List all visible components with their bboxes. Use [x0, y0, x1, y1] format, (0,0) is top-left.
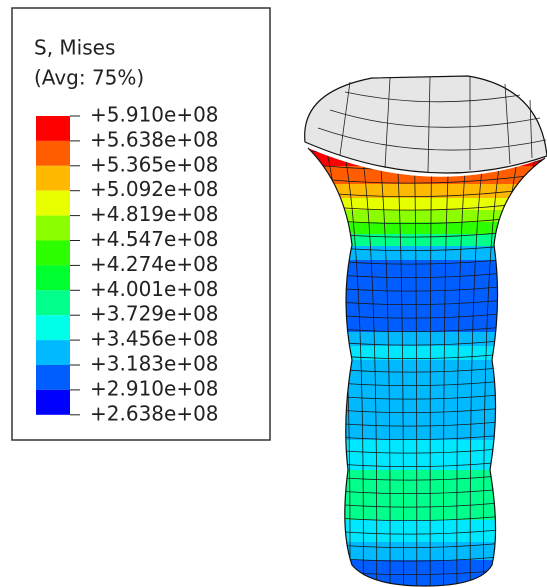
legend-swatch: [36, 265, 70, 290]
legend-label: +4.274e+08: [90, 252, 219, 276]
contour-plot: S, Mises (Avg: 75%) +5.910e+08+5.638e+08…: [0, 0, 547, 587]
legend-swatch: [36, 290, 70, 315]
legend-label: +4.001e+08: [90, 277, 219, 301]
legend-scale: +5.910e+08+5.638e+08+5.365e+08+5.092e+08…: [36, 103, 219, 426]
legend-label: +5.638e+08: [90, 127, 219, 151]
legend-swatch: [36, 116, 70, 141]
legend-label: +3.183e+08: [90, 352, 219, 376]
page: S, Mises (Avg: 75%) +5.910e+08+5.638e+08…: [0, 0, 547, 587]
legend-swatch: [36, 340, 70, 365]
legend-label: +4.819e+08: [90, 202, 219, 226]
legend-swatch: [36, 241, 70, 266]
legend-swatch: [36, 315, 70, 340]
legend-swatch: [36, 166, 70, 191]
legend-swatch: [36, 365, 70, 390]
legend-label: +5.092e+08: [90, 177, 219, 201]
legend-label: +3.456e+08: [90, 327, 219, 351]
legend-swatch: [36, 390, 70, 415]
legend-swatch: [36, 216, 70, 241]
legend-title: S, Mises: [34, 36, 115, 60]
legend-label: +2.638e+08: [90, 401, 219, 425]
legend-label: +5.910e+08: [90, 103, 219, 127]
legend-label: +4.547e+08: [90, 227, 219, 251]
top-cap: [305, 76, 547, 173]
legend-swatch: [36, 141, 70, 166]
legend-label: +3.729e+08: [90, 302, 219, 326]
legend-subtitle: (Avg: 75%): [34, 66, 144, 90]
legend-label: +5.365e+08: [90, 152, 219, 176]
legend-label: +2.910e+08: [90, 376, 219, 400]
legend-swatch: [36, 191, 70, 216]
